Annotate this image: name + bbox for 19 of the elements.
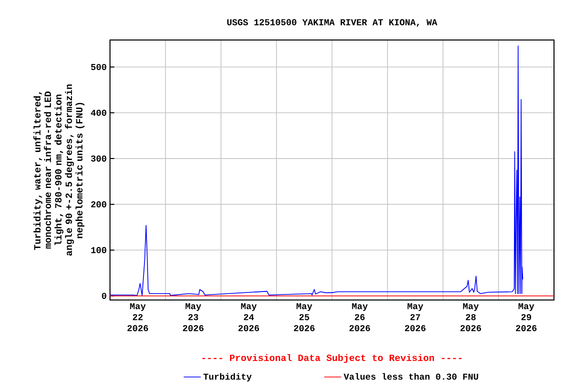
x-tick-label: May 28 2026: [460, 303, 482, 332]
y-axis-title: Turbidity, water, unfiltered, monochrome near infra-red LED light, 780-900 nm, detection angle 90 +-2.5 degrees, formazin nephelometric units (FNU): [33, 84, 84, 256]
x-tick-label: May 29 2026: [516, 303, 537, 332]
y-tick-label: 300: [91, 155, 106, 162]
x-tick-label: May 27 2026: [404, 303, 426, 332]
x-tick-label: May 26 2026: [349, 303, 370, 332]
x-tick-label: May 22 2026: [127, 303, 148, 332]
x-tick-label: May 24 2026: [238, 303, 260, 332]
x-tick-label: May 23 2026: [182, 303, 204, 332]
y-tick-label: 200: [91, 201, 106, 208]
y-tick-label: 100: [91, 247, 106, 254]
x-tick-label: May 25 2026: [294, 303, 315, 332]
chart-title: USGS 12510500 YAKIMA RIVER AT KIONA, WA: [227, 19, 438, 27]
text: ---- Provisional Data Subject to Revision ----: [202, 354, 462, 363]
y-tick-label: 400: [90, 110, 106, 116]
legend-label: Values less than 0.30 FNU: [344, 373, 478, 380]
y-tick-label: 0: [102, 292, 106, 299]
legend-label: Turbidity: [203, 373, 252, 382]
y-tick-label: 500: [91, 64, 106, 70]
